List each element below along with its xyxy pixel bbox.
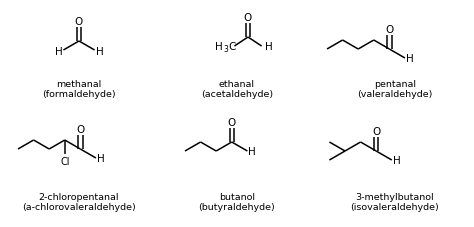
Text: O: O	[385, 25, 393, 35]
Text: O: O	[244, 13, 252, 23]
Text: C: C	[228, 42, 235, 52]
Text: O: O	[75, 17, 83, 27]
Text: H: H	[96, 47, 103, 57]
Text: H: H	[55, 47, 62, 57]
Text: H: H	[264, 42, 273, 52]
Text: pentanal
(valeraldehyde): pentanal (valeraldehyde)	[357, 80, 433, 99]
Text: O: O	[372, 126, 380, 136]
Text: H: H	[97, 153, 105, 163]
Text: H: H	[406, 54, 414, 64]
Text: 3: 3	[223, 45, 228, 54]
Text: H: H	[393, 155, 401, 165]
Text: 3-methylbutanol
(isovaleraldehyde): 3-methylbutanol (isovaleraldehyde)	[351, 192, 439, 212]
Text: H: H	[215, 42, 222, 52]
Text: methanal
(formaldehyde): methanal (formaldehyde)	[42, 80, 116, 99]
Text: O: O	[228, 118, 236, 127]
Text: 2-chloropentanal
(a-chlorovaleraldehyde): 2-chloropentanal (a-chlorovaleraldehyde)	[22, 192, 136, 212]
Text: ethanal
(acetaldehyde): ethanal (acetaldehyde)	[201, 80, 273, 99]
Text: H: H	[248, 146, 256, 156]
Text: O: O	[76, 124, 84, 134]
Text: Cl: Cl	[60, 156, 70, 166]
Text: butanol
(butyraldehyde): butanol (butyraldehyde)	[199, 192, 275, 212]
